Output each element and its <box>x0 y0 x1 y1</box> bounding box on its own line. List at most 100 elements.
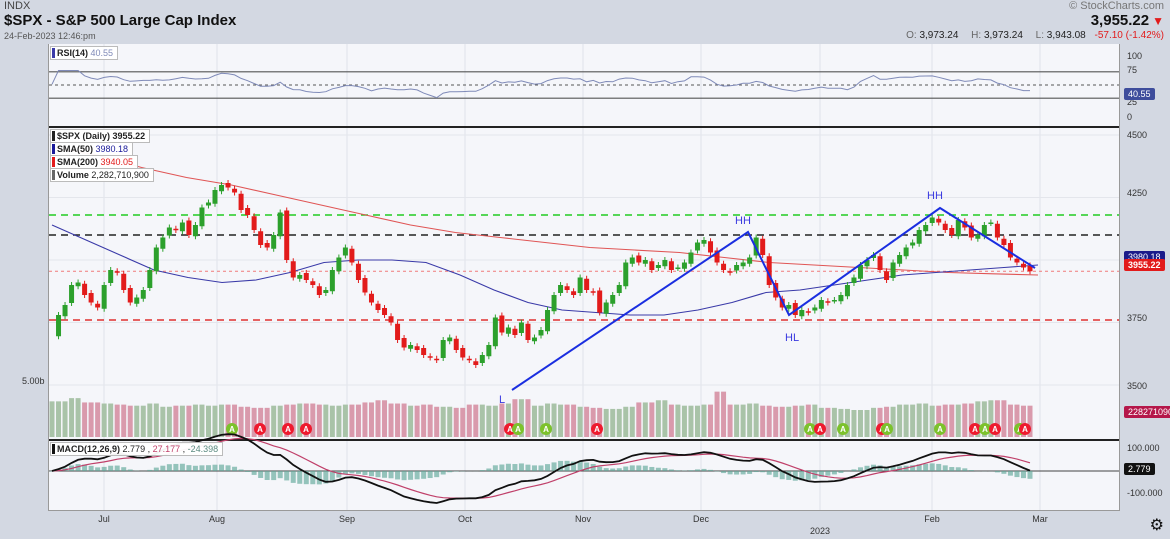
candle-body <box>375 303 381 310</box>
candle-body <box>368 293 374 303</box>
macd-histogram-bar <box>408 471 414 480</box>
volume-bar <box>818 407 824 437</box>
volume-bar <box>192 404 198 437</box>
macd-histogram-bar <box>108 465 114 471</box>
volume-bar <box>681 405 687 437</box>
volume-bar <box>101 403 107 437</box>
volume-bar <box>642 402 648 437</box>
volume-legend-label: Volume <box>57 170 89 180</box>
macd-histogram-bar <box>949 467 955 471</box>
sma200-legend-label: SMA(200) <box>57 157 99 167</box>
volume-bar <box>271 405 277 437</box>
macd-histogram-bar <box>629 465 635 471</box>
chart-header-right: © StockCharts.com 3,955.22 ▼ O: 3,973.24 … <box>896 0 1164 42</box>
macd-histogram-bar <box>551 462 557 471</box>
volume-bar <box>492 405 498 437</box>
alert-badge <box>1019 423 1031 435</box>
macd-histogram-bar <box>942 465 948 471</box>
alert-badge <box>591 423 603 435</box>
volume-bar <box>388 403 394 437</box>
volume-bar <box>714 391 720 437</box>
candle-body <box>694 242 700 251</box>
annotation-hh-2: HH <box>927 190 943 202</box>
volume-bar <box>421 404 427 437</box>
volume-bar <box>864 410 870 437</box>
volume-bar <box>831 407 837 437</box>
macd-legend-label: MACD(12,26,9) <box>57 444 121 454</box>
macd-histogram-bar <box>492 465 498 471</box>
volume-bar <box>577 406 583 437</box>
volume-bar <box>747 403 753 437</box>
candle-body <box>831 300 837 302</box>
month-jul: Jul <box>98 514 110 524</box>
candle-body <box>88 293 94 303</box>
macd-histogram-bar <box>636 465 642 471</box>
candle-body <box>388 316 394 323</box>
macd-histogram-bar <box>342 471 348 475</box>
macd-histogram-bar <box>655 467 661 471</box>
macd-histogram-bar <box>675 470 681 471</box>
candle-body <box>1001 238 1007 245</box>
gear-icon[interactable]: ⚙ <box>1149 517 1164 534</box>
candle-body <box>975 235 981 239</box>
candle-body <box>884 271 890 280</box>
volume-bar <box>968 403 974 437</box>
candle-body <box>186 220 192 235</box>
alert-badge <box>282 423 294 435</box>
candle-body <box>701 240 707 244</box>
candle-body <box>114 271 120 273</box>
candle-body <box>447 337 453 342</box>
rsi-tick-75: 75 <box>1127 65 1138 75</box>
volume-bar <box>838 408 844 437</box>
candle-body <box>597 290 603 313</box>
candle-body <box>316 286 322 295</box>
macd-histogram-bar <box>825 471 831 476</box>
volume-bar <box>264 407 270 437</box>
macd-histogram-bar <box>525 464 531 471</box>
alert-badge <box>512 423 524 435</box>
candle-body <box>342 247 348 256</box>
candle-body <box>708 241 714 253</box>
price-tick-4500: 4500 <box>1127 130 1148 140</box>
macd-histogram-bar <box>649 466 655 471</box>
macd-histogram-bar <box>95 467 101 471</box>
month-feb: Feb <box>924 514 940 524</box>
volume-bar <box>779 406 785 437</box>
volume-bar <box>408 405 414 437</box>
price-panel[interactable] <box>48 127 1120 440</box>
macd-histogram-bar <box>297 471 303 484</box>
macd-histogram-bar <box>75 464 81 471</box>
volume-bar <box>62 401 68 437</box>
macd-legend-macd: 2.779 <box>122 444 146 454</box>
macd-histogram-bar <box>186 465 192 471</box>
macd-histogram-bar <box>238 469 244 471</box>
volume-bar <box>825 407 831 437</box>
macd-histogram-bar <box>225 465 231 471</box>
month-dec: Dec <box>692 514 710 524</box>
price-tick-3500: 3500 <box>1127 381 1148 391</box>
candle-body <box>232 188 238 193</box>
month-oct: Oct <box>457 514 473 524</box>
alert-badge <box>881 423 893 435</box>
macd-histogram-bar <box>929 463 935 471</box>
volume-bar <box>219 404 225 437</box>
volume-bar <box>1007 404 1013 437</box>
volume-bar <box>258 407 264 437</box>
macd-histogram-bar <box>1001 471 1007 474</box>
macd-tick-neg100: -100.000 <box>1127 488 1163 498</box>
candle-body <box>942 223 948 230</box>
candle-body <box>127 288 133 303</box>
volume-bar <box>721 391 727 437</box>
candle-body <box>668 261 674 270</box>
alert-badge-label: A <box>817 425 823 434</box>
volume-bar <box>88 402 94 437</box>
rsi-legend: RSI(14) 40.55 <box>50 46 119 60</box>
candle-body <box>460 348 466 358</box>
macd-histogram-bar <box>427 471 433 479</box>
candle-body <box>688 252 694 264</box>
candle-body <box>179 222 185 232</box>
macd-histogram-bar <box>1007 471 1013 476</box>
candle-body <box>766 256 772 285</box>
macd-histogram-bar <box>518 463 524 471</box>
